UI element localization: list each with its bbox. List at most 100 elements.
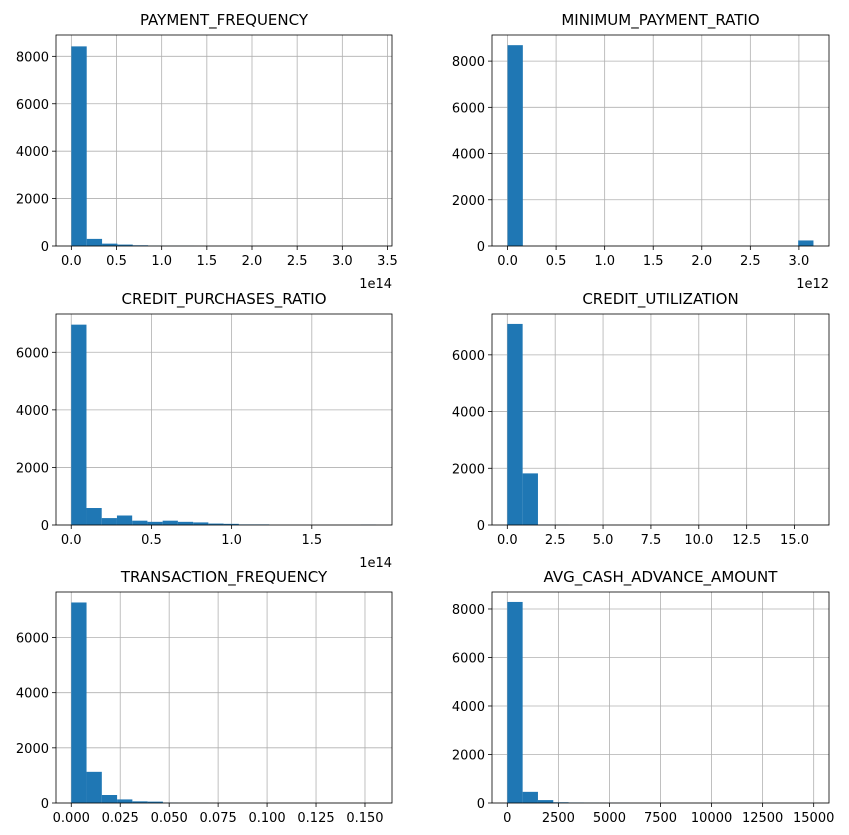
x-axis-offset-label: 1e14: [359, 556, 392, 571]
x-tick-label: 2500: [542, 811, 575, 826]
x-tick-label: 5.0: [593, 533, 614, 548]
x-tick-label: 2.0: [242, 254, 263, 269]
x-tick-label: 1.0: [594, 254, 615, 269]
histogram-bar: [86, 508, 102, 525]
histogram-bar: [507, 601, 523, 803]
histogram-bar: [101, 795, 118, 803]
histogram-bar: [71, 46, 87, 246]
histogram-bar: [507, 45, 523, 247]
x-tick-label: 0.150: [346, 811, 383, 826]
histogram-bar: [132, 520, 148, 525]
x-tick-label: 3.0: [332, 254, 353, 269]
y-tick-label: 0: [41, 240, 49, 255]
x-tick-label: 0.5: [546, 254, 567, 269]
y-tick-label: 4000: [452, 700, 485, 715]
histogram-bar: [798, 240, 814, 246]
axes-frame: [55, 34, 393, 247]
x-tick-label: 1.5: [643, 254, 664, 269]
x-tick-label: 3.0: [789, 254, 810, 269]
x-tick-label: 5000: [593, 811, 626, 826]
x-tick-label: 7.5: [641, 533, 662, 548]
y-tick-label: 2000: [452, 462, 485, 477]
y-tick-label: 6000: [16, 346, 49, 361]
x-tick-label: 0.0: [61, 254, 82, 269]
histogram-bar: [208, 523, 224, 525]
x-tick-label: 0.100: [248, 811, 285, 826]
y-tick-label: 2000: [16, 461, 49, 476]
x-tick-label: 0.025: [102, 811, 139, 826]
x-tick-label: 1.5: [301, 533, 322, 548]
y-tick-label: 4000: [452, 406, 485, 421]
y-tick-label: 6000: [452, 349, 485, 364]
axes-frame: [491, 313, 830, 526]
histogram-credit-purchases-ratio: 0.0 0.5 1.0 1.5 0 2000 4000 6000 CREDIT_PURCHASE…: [16, 290, 393, 571]
x-tick-label: 0.0: [497, 533, 518, 548]
y-tick-label: 0: [41, 797, 49, 812]
x-tick-label: 0.0: [61, 533, 82, 548]
histogram-bar: [522, 791, 538, 803]
histogram-bar: [101, 518, 117, 525]
x-tick-label: 0: [503, 811, 511, 826]
y-tick-label: 6000: [16, 632, 49, 647]
histogram-bar: [223, 523, 239, 525]
x-tick-label: 7500: [644, 811, 677, 826]
y-tick-label: 8000: [16, 50, 49, 65]
x-axis-offset-label: 1e12: [796, 277, 829, 292]
x-tick-label: 15.0: [780, 533, 809, 548]
x-tick-label: 2.5: [545, 533, 566, 548]
histogram-bar: [102, 243, 118, 246]
y-tick-label: 0: [41, 519, 49, 534]
axes-frame: [491, 34, 830, 247]
x-tick-label: 0.5: [106, 254, 127, 269]
chart-title: MINIMUM_PAYMENT_RATIO: [561, 11, 759, 30]
x-tick-label: 3.5: [377, 254, 398, 269]
x-tick-label: 2.5: [740, 254, 761, 269]
x-tick-label: 2.5: [287, 254, 308, 269]
axes-frame: [55, 591, 393, 804]
histogram-payment-frequency: 0.0 0.5 1.0 1.5 2.0 2.5 3.0 3.5 0 2000 4000 6000 800…: [16, 11, 398, 292]
y-tick-label: 8000: [452, 55, 485, 70]
x-tick-label: 0.125: [297, 811, 334, 826]
histogram-bar: [507, 323, 523, 525]
histogram-bar: [132, 801, 148, 803]
histogram-bar: [71, 602, 87, 803]
histogram-transaction-frequency: 0.000 0.025 0.050 0.075 0.100 0.125 0.150 0 2000…: [16, 568, 393, 826]
x-tick-label: 0.050: [151, 811, 188, 826]
histogram-bar: [177, 521, 194, 525]
histogram-bar: [147, 801, 163, 803]
chart-title: AVG_CASH_ADVANCE_AMOUNT: [544, 568, 779, 587]
x-tick-label: 12500: [742, 811, 783, 826]
y-tick-label: 0: [477, 797, 485, 812]
x-tick-label: 10000: [691, 811, 732, 826]
x-tick-label: 15000: [793, 811, 834, 826]
histogram-bar: [71, 324, 87, 525]
histogram-bar: [147, 521, 163, 525]
y-tick-label: 2000: [16, 193, 49, 208]
histogram-bar: [522, 473, 538, 525]
histogram-bar: [116, 515, 133, 525]
chart-title: CREDIT_PURCHASES_RATIO: [121, 290, 326, 309]
y-tick-label: 2000: [452, 748, 485, 763]
histogram-avg-cash-advance-amount: 0 2500 5000 7500 10000 12500 15000 0 2000 4000 600…: [452, 568, 834, 826]
histogram-bar: [117, 799, 133, 803]
x-tick-label: 0.5: [141, 533, 162, 548]
x-tick-label: 1.5: [196, 254, 217, 269]
x-tick-label: 10.0: [684, 533, 713, 548]
histogram-bar: [117, 244, 133, 246]
chart-title: PAYMENT_FREQUENCY: [140, 11, 309, 30]
y-tick-label: 4000: [16, 404, 49, 419]
y-tick-label: 2000: [452, 194, 485, 209]
x-tick-label: 12.5: [732, 533, 761, 548]
x-axis-offset-label: 1e14: [359, 277, 392, 292]
histogram-credit-utilization: 0.0 2.5 5.0 7.5 10.0 12.5 15.0 0 2000 4000 6000 CRE…: [452, 290, 830, 548]
histogram-minimum-payment-ratio: 0.0 0.5 1.0 1.5 2.0 2.5 3.0 0 2000 4000 6000 8000 MI…: [452, 11, 830, 292]
histogram-bar: [86, 771, 102, 803]
x-tick-label: 2.0: [691, 254, 712, 269]
x-tick-label: 0.075: [200, 811, 237, 826]
histogram-bar: [162, 520, 178, 525]
y-tick-label: 6000: [452, 651, 485, 666]
y-tick-label: 6000: [452, 101, 485, 116]
y-tick-label: 0: [477, 519, 485, 534]
x-tick-label: 1.0: [151, 254, 172, 269]
chart-title: TRANSACTION_FREQUENCY: [120, 568, 328, 587]
